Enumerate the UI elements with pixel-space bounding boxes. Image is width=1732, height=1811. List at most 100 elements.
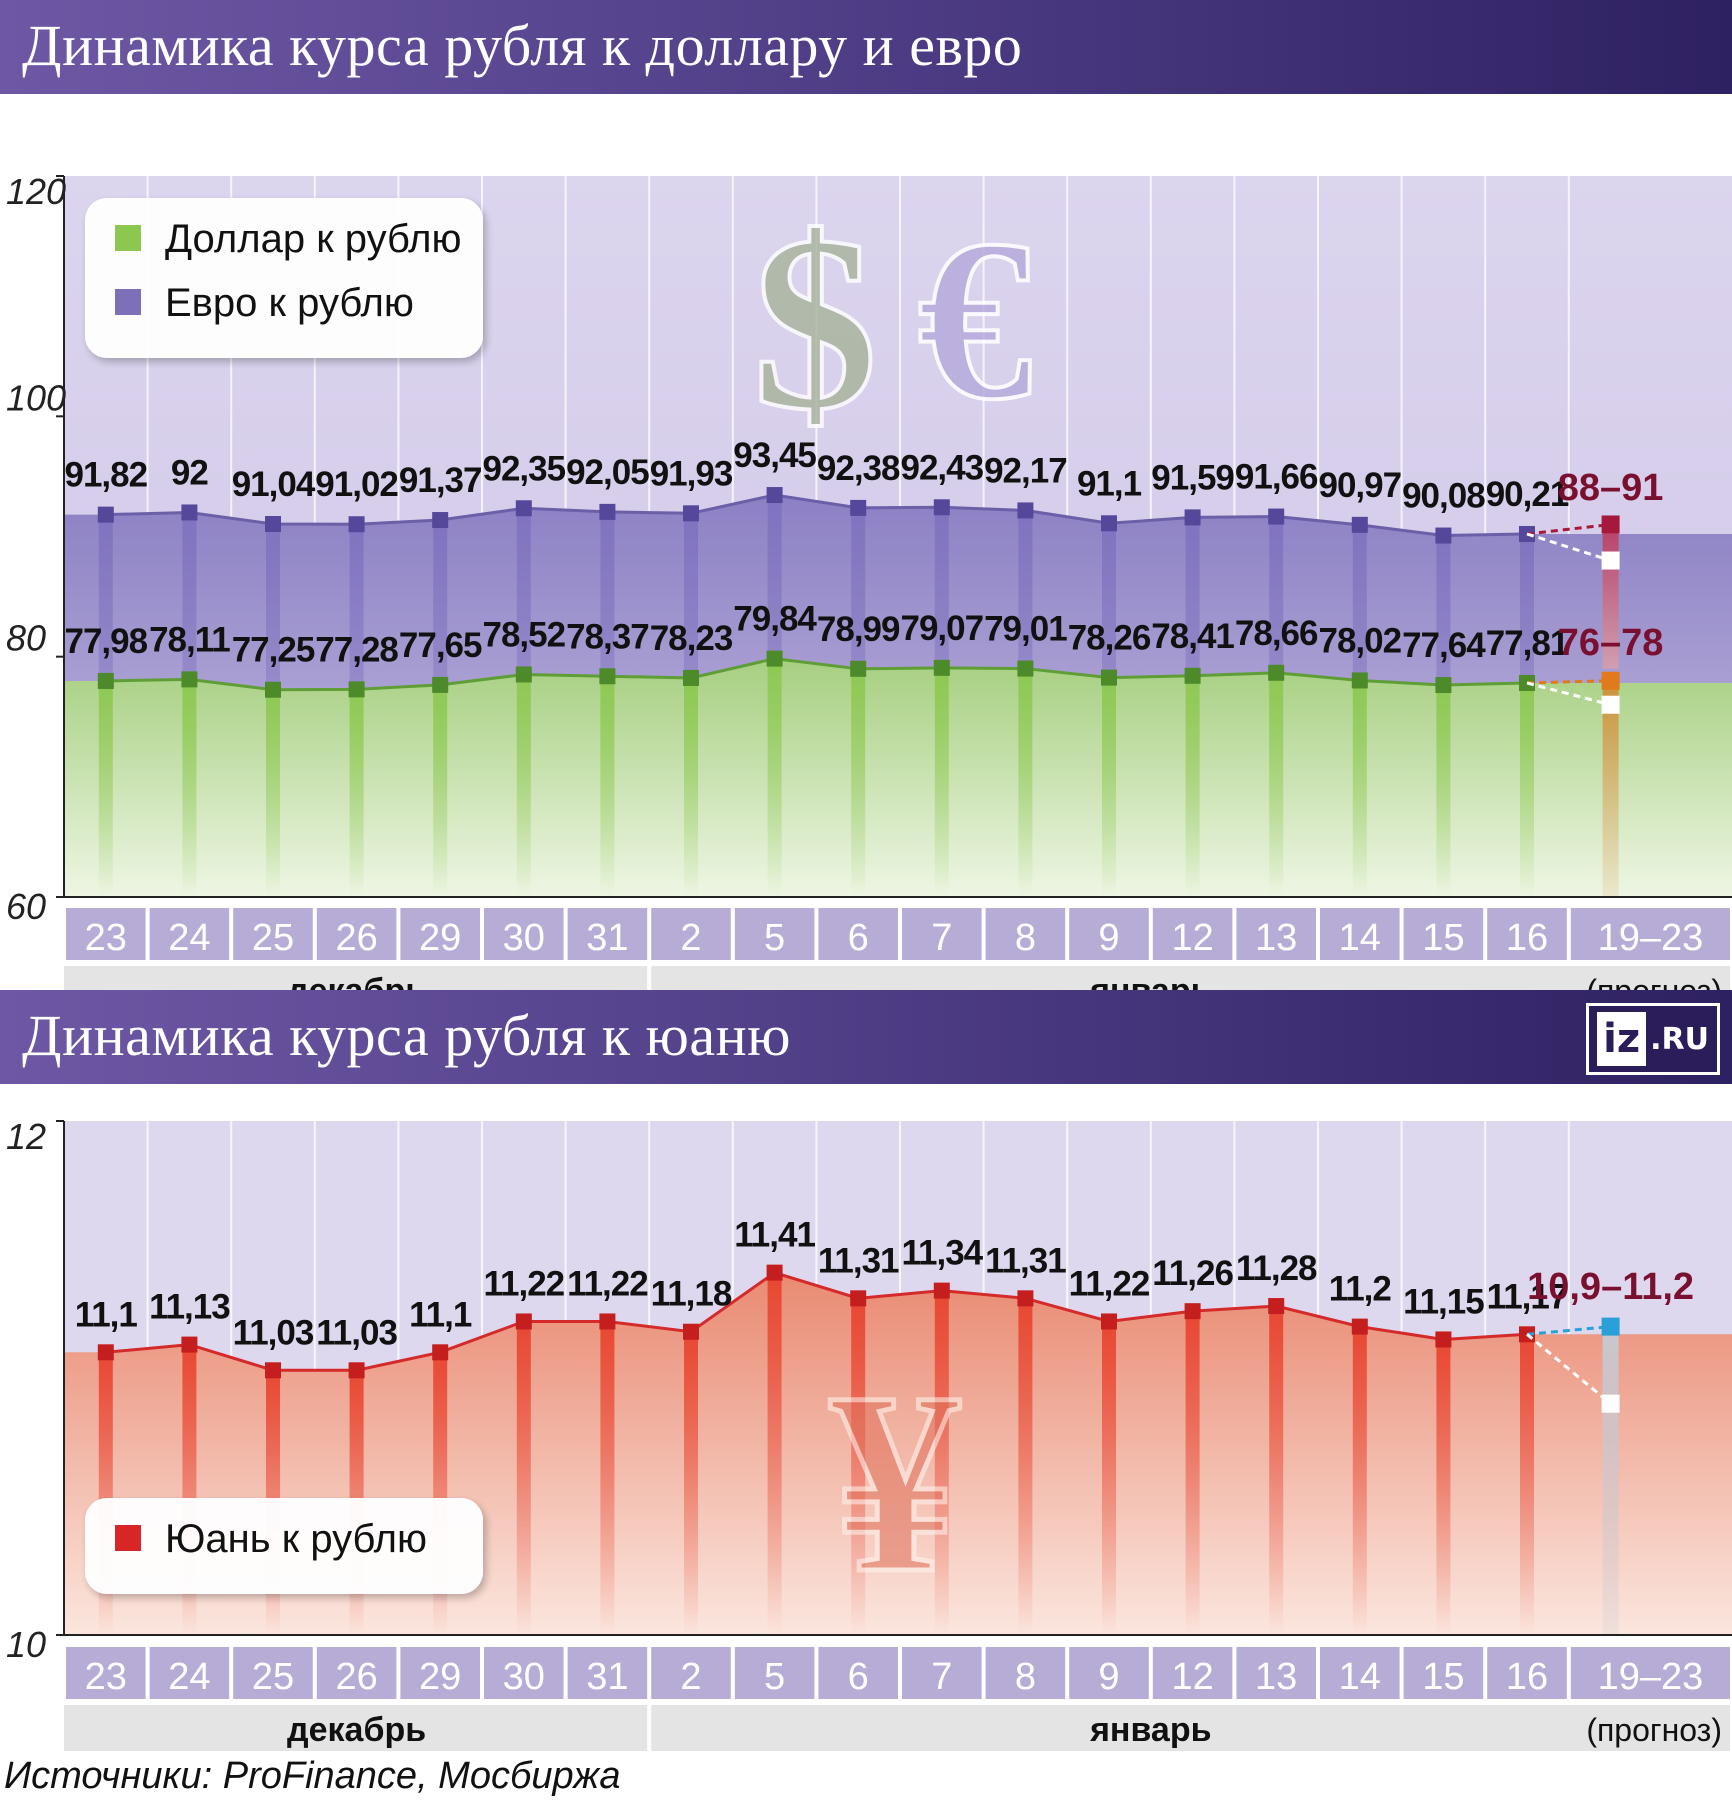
eur-point [933,499,950,516]
usd-data-label: 79,01 [984,610,1067,649]
eur-data-label: 91,02 [315,465,398,504]
eur-line [105,493,1528,538]
usd-data-label: 77,64 [1402,626,1486,665]
fx-x-tick-box [484,908,564,960]
cny-x-tick-label: 6 [848,1656,869,1698]
cny-data-label: 11,22 [483,1264,564,1303]
fx-x-tick-box [651,908,731,960]
fx-x-tick-box [1152,908,1233,960]
cny-month-band-dec [64,1705,648,1751]
usd-drop-bar [600,676,615,897]
usd-forecast-label: 76–78 [1558,622,1664,664]
fx-x-tick-label: 8 [1015,917,1036,959]
dollar-sign-icon: $ [753,185,878,462]
fx-y-tick-label: 60 [6,886,46,927]
eur-forecast: 88–91 [1526,467,1663,669]
fx-x-tick-box [734,908,815,960]
cny-forecast-line-high [1526,1325,1611,1336]
cny-data-label: 11,1 [409,1295,472,1334]
fx-y-tick-label: 80 [6,618,46,659]
cny-data-label: 11,13 [149,1288,230,1327]
usd-point [933,659,950,676]
usd-point [1268,664,1285,681]
cny-point [683,1323,699,1340]
fx-x-tick-label: 6 [848,917,869,959]
eur-point [348,516,365,533]
fx-x-tick-label: 23 [85,917,127,959]
cny-x-tick-label: 8 [1015,1656,1036,1698]
fx-x-tick-box [1487,908,1567,960]
fx-y-axis: 60 80 100 120 [6,171,1732,927]
eur-point [1435,527,1452,544]
cny-x-tick-box [818,1647,898,1699]
usd-data-label: 79,07 [901,609,984,648]
usd-data-label: 78,41 [1151,617,1234,656]
usd-data-label: 77,28 [315,630,398,669]
usd-point [766,650,783,667]
fx-x-tick-label: 9 [1098,917,1119,959]
cny-y-axis: 10 12 [6,1116,1732,1665]
cny-x-tick-box [316,1647,397,1699]
eur-data-label: 91,82 [65,456,148,495]
usd-drop-bar [182,679,197,897]
cny-x-tick-label: 9 [1098,1656,1119,1698]
eur-forecast-low-marker [1601,551,1620,570]
fx-x-tick-box [66,908,146,960]
cny-drop-bar [767,1272,782,1635]
cny-x-tick-label: 29 [419,1656,461,1698]
cny-data-label: 11,26 [1152,1254,1233,1293]
cny-point [1351,1318,1368,1335]
cny-title-bar: Динамика курса рубля к юаню iz .RU [0,990,1732,1084]
cny-point [432,1344,449,1361]
usd-drop-bar [1102,677,1116,897]
usd-point [181,671,198,688]
cny-x-tick-label: 24 [168,1656,210,1698]
cny-forecast: 10,9–11,2 [1526,1266,1694,1635]
usd-point [683,669,699,686]
fx-x-tick-label: 15 [1422,917,1464,959]
usd-data-label: 77,81 [1486,624,1569,663]
cny-drop-bar [1018,1298,1033,1635]
fx-x-tick-label: 29 [419,917,461,959]
usd-drop-bar [1520,682,1534,897]
fx-x-tick-label: 5 [764,917,785,959]
usd-data-label: 77,65 [399,626,482,665]
cny-legend: Юань к рублю [85,1498,483,1594]
eur-point [1017,502,1034,519]
cny-x-tick-label: 16 [1506,1656,1548,1698]
eur-point [515,500,532,517]
fx-x-tick-box [985,908,1066,960]
cny-point [348,1362,365,1379]
eur-data-label: 91,04 [232,465,316,504]
usd-data-label: 78,52 [483,615,566,654]
eur-point [1184,509,1201,526]
fx-x-tick-label: 14 [1339,917,1381,959]
usd-point [265,681,281,698]
usd-area [64,658,1732,897]
usd-forecast-high-marker [1601,671,1620,690]
usd-point [515,666,532,683]
cny-data-label: 11,31 [818,1241,899,1280]
fx-legend-label: Евро к рублю [165,281,414,325]
fx-x-tick-label: 25 [252,917,294,959]
cny-forecast-bar [1602,1326,1619,1635]
cny-data-label: 11,1 [75,1295,138,1334]
fx-x-tick-box [1320,908,1400,960]
cny-x-tick-label: 15 [1422,1656,1464,1698]
cny-x-tick-label: 26 [335,1656,377,1698]
eur-point [181,504,198,521]
euro-sign-icon: € [918,192,1033,447]
cny-drop-bar [600,1321,615,1635]
cny-x-tick-box [902,1647,982,1699]
fx-x-tick-label: 7 [931,917,952,959]
eur-data-label: 92,38 [817,449,900,488]
cny-x-tick-label: 25 [252,1656,294,1698]
usd-data-label: 78,99 [817,610,900,649]
usd-drop-bar [934,667,949,897]
cny-chart-title: Динамика курса рубля к юаню [22,1003,792,1068]
usd-data-label: 79,84 [733,600,817,639]
eur-forecast-line-high [1526,522,1611,536]
cny-y-tick-label: 10 [6,1624,46,1665]
usd-forecast: 76–78 [1526,622,1664,897]
eur-data-label: 91,59 [1151,458,1234,497]
